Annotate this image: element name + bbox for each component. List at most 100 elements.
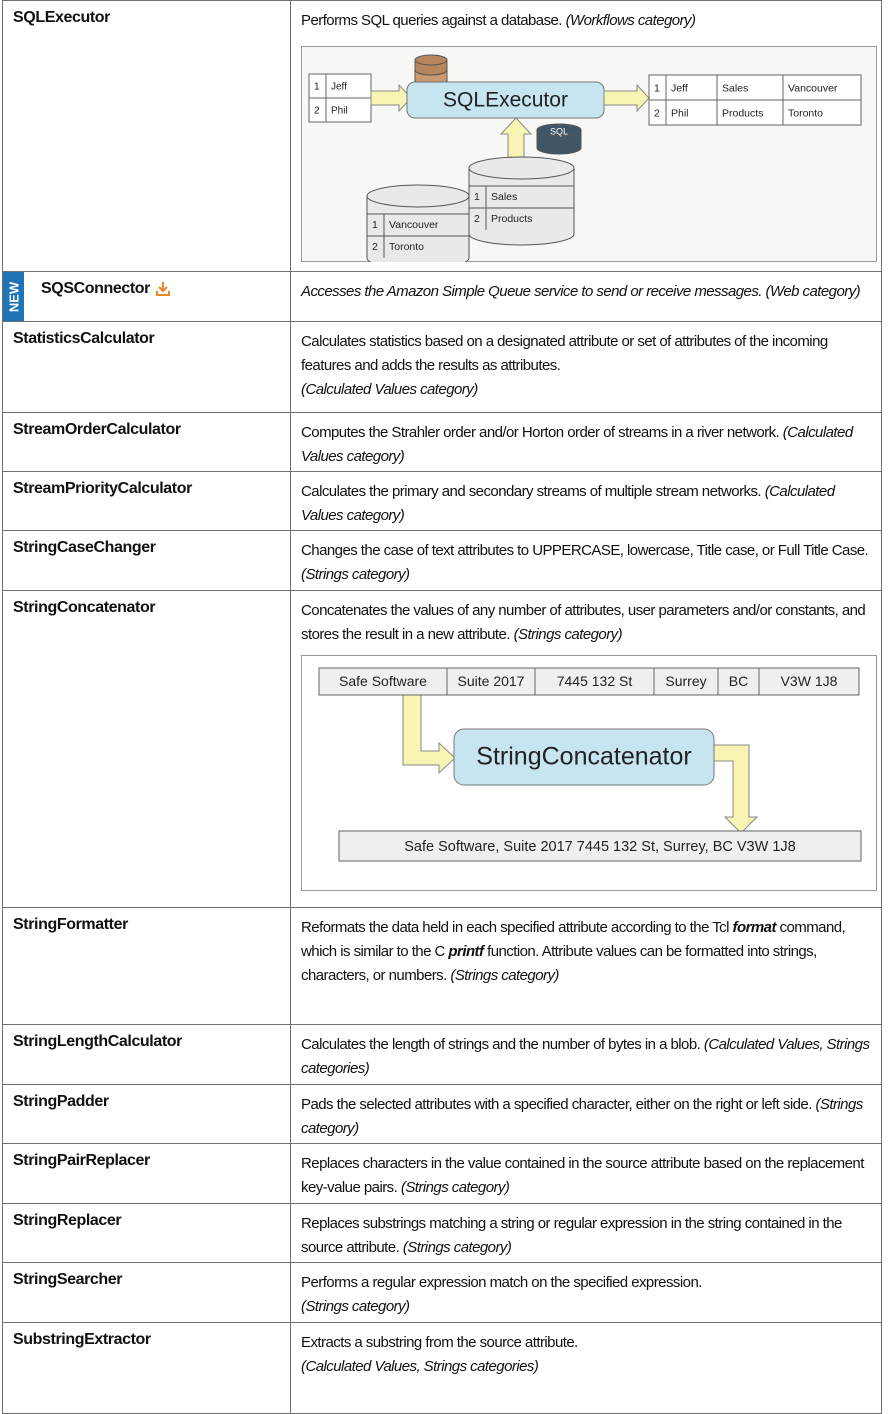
table-cell [325, 97, 372, 123]
category: (Calculated Values, Strings categories) [301, 1358, 539, 1375]
field-cell [653, 667, 719, 696]
cell-text: Phil [331, 106, 348, 117]
name-cell: StringFormatter [2, 908, 291, 1025]
cell-text: 1 [314, 82, 320, 93]
emphasis: format [732, 919, 777, 936]
cell-text: 1 [474, 191, 480, 203]
arrow [370, 83, 412, 113]
field-cell [717, 667, 760, 696]
cell-text: 2 [314, 106, 320, 117]
arrow [402, 694, 456, 775]
table-row: StreamOrderCalculator Computes the Strahl… [2, 413, 882, 472]
field-cell [446, 667, 536, 696]
table-row: StatisticsCalculator Calculates statistic… [2, 322, 882, 413]
category: (Calculated Values, Strings categories) [301, 1036, 870, 1077]
description: Calculates the primary and secondary str… [301, 480, 873, 528]
table-cell [665, 99, 718, 126]
category: (Calculated Values category) [301, 424, 853, 465]
name-cell: StringPairReplacer [2, 1144, 291, 1204]
transformer-name: StringSearcher [13, 1271, 123, 1288]
description-cell: Replaces characters in the value contain… [290, 1144, 882, 1204]
transformer-name: SQSConnector [41, 280, 150, 297]
transformer-name: StringConcatenator [13, 599, 156, 616]
name-cell: StringSearcher [2, 1263, 291, 1323]
description: Extracts a substring from the source att… [301, 1331, 873, 1379]
cylinder-top [536, 123, 582, 137]
name-cell: StringCaseChanger [2, 531, 291, 591]
name-cell: StreamPriorityCalculator [2, 472, 291, 531]
output-cell [338, 830, 862, 862]
transformer-name: StringPadder [13, 1093, 109, 1110]
transformer-name: StringCaseChanger [13, 539, 156, 556]
description-text: Performs a regular expression match on t… [301, 1274, 702, 1291]
arrow [712, 744, 759, 834]
description-text: Replaces substrings matching a string or… [301, 1215, 842, 1256]
cell-text: Products [722, 107, 763, 119]
cylinder [366, 195, 470, 262]
name-cell: StringReplacer [2, 1204, 291, 1263]
table-row: SQLExecutor Performs SQL queries against … [2, 0, 882, 272]
description-text: Calculates the length of strings and the… [301, 1036, 701, 1053]
icon [156, 282, 170, 296]
transformer-name: StatisticsCalculator [13, 330, 155, 347]
description: Performs a regular expression match on t… [301, 1271, 873, 1319]
table-row: StringConcatenator Concatenates the value… [2, 591, 882, 908]
description-cell: Accesses the Amazon Simple Queue service… [290, 272, 882, 322]
description-text: Calculates statistics based on a designa… [301, 333, 828, 374]
description-cell: Extracts a substring from the source att… [290, 1323, 882, 1414]
description-cell: Calculates the primary and secondary str… [290, 472, 882, 531]
field-cell [534, 667, 655, 696]
table-row: StreamPriorityCalculator Calculates the p… [2, 472, 882, 531]
category: (Calculated Values category) [301, 483, 835, 524]
description-text: Concatenates the values of any number of… [301, 602, 866, 643]
description: Changes the case of text attributes to U… [301, 539, 873, 587]
description-cell: Computes the Strahler order and/or Horto… [290, 413, 882, 472]
category: (Strings category) [400, 1179, 510, 1196]
table-row: StringReplacer Replaces substrings matchi… [2, 1204, 882, 1263]
cylinder-top [366, 184, 470, 208]
table-row: StringPadder Pads the selected attributes… [2, 1085, 882, 1144]
category: (Strings category) [402, 1239, 512, 1256]
category: (Strings category) [513, 626, 623, 643]
transformer-name: StringPairReplacer [13, 1152, 150, 1169]
diagram: Safe Software Suite 2017 7445 132 St Surrey… [301, 655, 877, 891]
field-text: Suite 2017 [458, 673, 525, 689]
cell-text: Toronto [788, 107, 823, 119]
query-label: SQL [550, 126, 568, 136]
transformer-name: SQLExecutor [13, 9, 110, 26]
cylinder [536, 129, 582, 155]
emphasis: printf [448, 943, 484, 960]
field-text: Safe Software [339, 673, 427, 689]
description-text: Pads the selected attributes with a spec… [301, 1096, 812, 1113]
cell-text: 1 [654, 82, 660, 94]
description-text: Accesses the Amazon Simple Queue service… [301, 283, 762, 300]
table-row: SubstringExtractor Extracts a substring f… [2, 1323, 882, 1414]
cylinder-top [468, 156, 575, 180]
cell-text: 2 [474, 213, 480, 225]
description-text: Replaces characters in the value contain… [301, 1155, 864, 1196]
cell-text: Jeff [331, 82, 347, 93]
cylinder-top [414, 54, 448, 66]
field-cell [318, 667, 448, 696]
new-badge: NEW [3, 272, 24, 321]
transformer-name: StreamPriorityCalculator [13, 480, 192, 497]
category: (Strings category) [301, 1096, 863, 1137]
name-cell: StringConcatenator [2, 591, 291, 908]
table-row: StringLengthCalculator Calculates the len… [2, 1025, 882, 1085]
field-text: Surrey [665, 673, 706, 689]
cell-text: Jeff [671, 82, 688, 94]
table-row: StringSearcher Performs a regular express… [2, 1263, 882, 1323]
description: Accesses the Amazon Simple Queue service… [301, 280, 873, 304]
description-text: Calculates the primary and secondary str… [301, 483, 762, 500]
name-cell: SQLExecutor [2, 0, 291, 272]
category: (Strings category) [450, 967, 559, 984]
table-row: SQSConnector NEW Accesses the Amazon Simpl… [2, 272, 882, 322]
field-text: BC [729, 673, 748, 689]
cell-text: Phil [671, 107, 689, 119]
description: Reformats the data held in each specifie… [301, 916, 873, 988]
transformer-label: StringConcatenator [476, 743, 691, 771]
description-text: Performs SQL queries against a database. [301, 12, 562, 29]
description-cell: Reformats the data held in each specifie… [290, 908, 882, 1025]
output-text: Safe Software, Suite 2017 7445 132 St, S… [404, 839, 795, 855]
table-cell [782, 99, 862, 126]
